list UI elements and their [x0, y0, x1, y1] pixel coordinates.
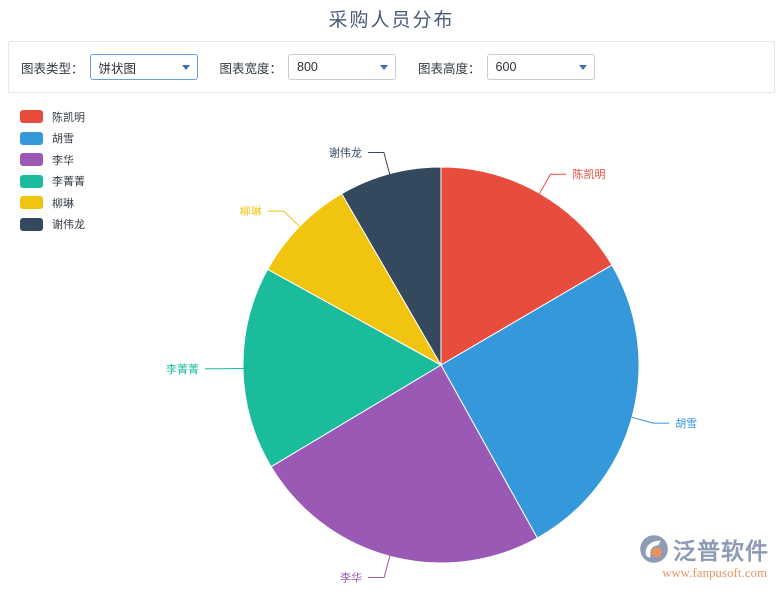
page-title: 采购人员分布 [328, 10, 455, 31]
chart-width-select[interactable]: 800 [288, 54, 397, 80]
chart-type-value: 饼状图 [98, 61, 137, 76]
chart-type-select[interactable]: 饼状图 [89, 54, 198, 80]
chart-height-label: 图表高度： [418, 61, 481, 76]
pie-slice-label: 柳琳 [240, 204, 262, 218]
chevron-down-icon [181, 65, 190, 70]
pie-label-leader [537, 173, 567, 197]
fanpu-logo-icon [640, 535, 668, 563]
pie-label-leader [627, 415, 670, 424]
pie-slice-label: 谢伟龙 [329, 146, 362, 160]
chart-type-field: 图表类型： 饼状图 [21, 54, 198, 80]
legend-item[interactable]: 谢伟龙 [20, 214, 85, 236]
brand-url: www.fanpusoft.com [662, 566, 767, 580]
chevron-down-icon [380, 65, 389, 70]
chart-height-select[interactable]: 600 [486, 54, 595, 80]
legend-item[interactable]: 李菁菁 [20, 171, 85, 193]
pie-slice-label: 李菁菁 [166, 362, 199, 376]
pie-chart-container: 陈凯明 胡雪 李华 李菁菁 柳琳 谢伟龙 陈凯明 胡雪 李华 李菁菁 柳琳 谢伟龙 泛普软件 www… [8, 94, 775, 592]
legend-swatch [20, 131, 43, 145]
legend-item-label: 李菁菁 [52, 176, 85, 189]
legend-item-label: 胡雪 [52, 133, 74, 146]
chart-type-label: 图表类型： [21, 61, 84, 76]
chart-height-value: 600 [495, 60, 517, 74]
legend-swatch [20, 196, 43, 210]
brand-logo: 泛普软件 www.fanpusoft.com [629, 532, 769, 588]
pie-label-leader [267, 210, 303, 230]
pie-slice-label: 胡雪 [675, 416, 697, 430]
legend-item[interactable]: 胡雪 [20, 128, 85, 150]
chart-width-value: 800 [297, 60, 318, 74]
legend-swatch [20, 217, 43, 231]
pie-slice-label: 李华 [340, 571, 362, 585]
chart-width-field: 图表宽度： 800 [220, 54, 397, 80]
chevron-down-icon [578, 65, 587, 70]
legend-item-label: 陈凯明 [52, 111, 85, 124]
legend-swatch [20, 153, 43, 167]
legend-item[interactable]: 陈凯明 [20, 106, 85, 128]
chart-options-toolbar: 图表类型： 饼状图 图表宽度： 800 图表高度： 600 [8, 41, 775, 93]
brand-name: 泛普软件 [673, 539, 769, 564]
legend-item[interactable]: 柳琳 [20, 192, 85, 214]
pie-label-leader [368, 552, 392, 578]
pie-label-leader [367, 152, 392, 178]
chart-width-label: 图表宽度： [219, 61, 283, 76]
legend-item[interactable]: 李华 [20, 149, 85, 171]
pie-slice-label: 陈凯明 [573, 167, 606, 181]
chart-height-field: 图表高度： 600 [418, 54, 595, 80]
legend-swatch [20, 110, 43, 124]
legend-swatch [20, 174, 43, 188]
legend-item-label: 谢伟龙 [52, 219, 85, 232]
legend-item-label: 李华 [52, 154, 74, 167]
legend-item-label: 柳琳 [52, 197, 74, 210]
chart-legend: 陈凯明胡雪李华李菁菁柳琳谢伟龙 [20, 106, 85, 235]
